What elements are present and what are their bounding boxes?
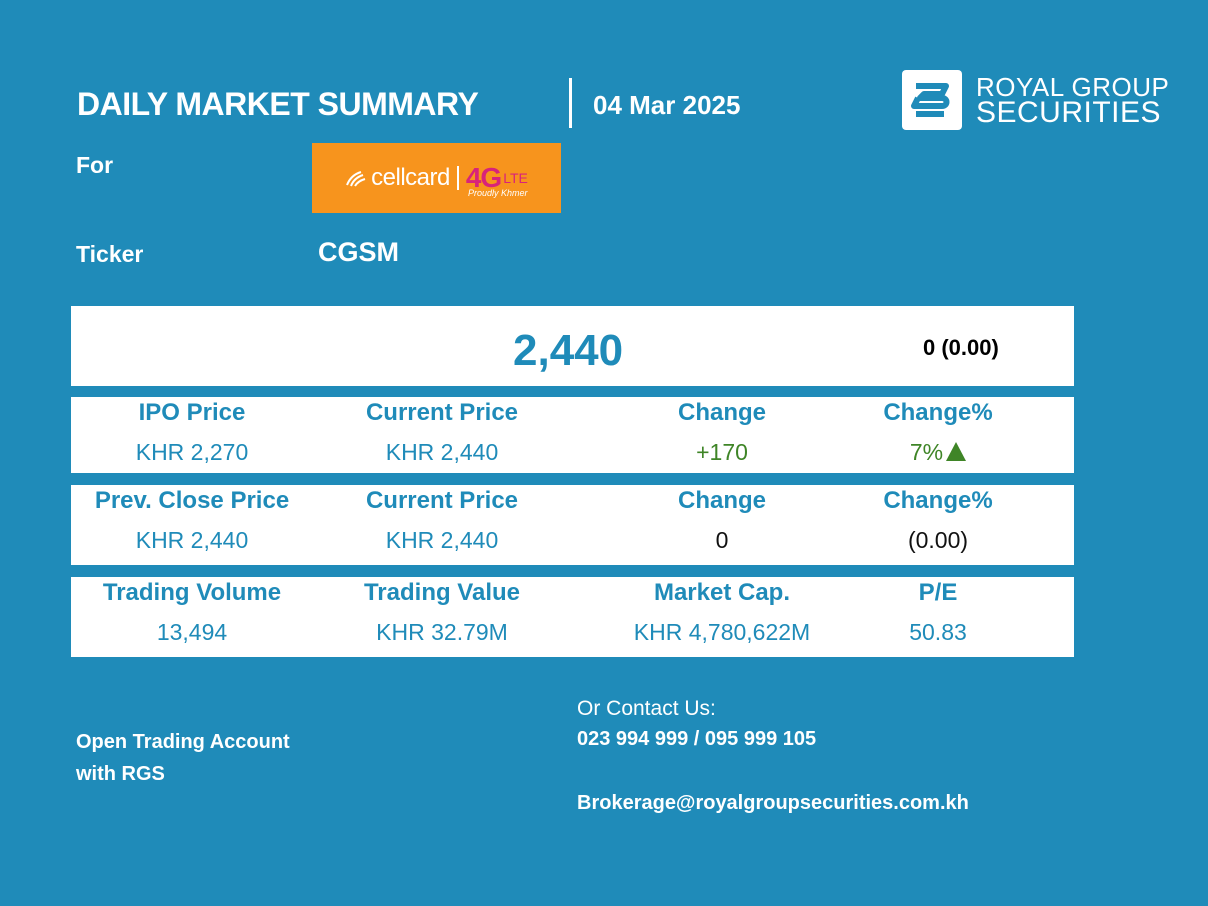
table-header: Current Price <box>365 399 519 426</box>
table-cell: KHR 2,440 <box>385 439 499 465</box>
open-account-line-2: with RGS <box>76 763 165 785</box>
table-header: Prev. Close Price <box>94 487 290 514</box>
report-date: 04 Mar 2025 <box>593 90 741 120</box>
up-arrow-icon <box>946 442 967 461</box>
contact-email: Brokerage@royalgroupsecurities.com.kh <box>577 792 969 814</box>
table-cell: (0.00) <box>907 527 969 553</box>
table-header: Change% <box>883 399 993 426</box>
page-title: DAILY MARKET SUMMARY <box>77 86 479 122</box>
trading-stats-table: Trading Volume Trading Value Market Cap.… <box>71 577 1074 657</box>
table-header: Change <box>677 487 766 514</box>
signal-wave-icon <box>346 171 366 187</box>
company-logo-lte: LTE <box>503 170 528 186</box>
change-percent-cell: 7% <box>808 439 1068 466</box>
contact-phones: 023 994 999 / 095 999 105 <box>577 728 817 750</box>
open-account-line-1: Open Trading Account <box>76 731 290 753</box>
table-cell: 13,494 <box>156 619 228 645</box>
table-cell: KHR 32.79M <box>376 619 508 645</box>
table-cell: KHR 2,270 <box>135 439 249 465</box>
table-cell: 50.83 <box>909 619 967 645</box>
table-cell: 0 <box>715 527 729 553</box>
table-header: Current Price <box>365 487 519 514</box>
rgs-logo-icon <box>902 70 962 130</box>
company-logo-name: cellcard <box>371 164 450 191</box>
current-price-big: 2,440 <box>513 326 624 375</box>
brand-line-1: ROYAL GROUP <box>976 72 1170 102</box>
prev-close-table: Prev. Close Price Current Price Change C… <box>71 485 1074 565</box>
table-header: Change% <box>883 487 993 514</box>
contact-heading: Or Contact Us: <box>577 697 716 720</box>
price-change: 0 (0.00) <box>923 335 999 360</box>
table-header: Trading Volume <box>102 579 282 606</box>
ipo-comparison-table: IPO Price Current Price Change Change% K… <box>71 397 1074 473</box>
company-logo: cellcard 4G LTE Proudly Khmer <box>312 143 561 213</box>
table-header: Trading Value <box>363 579 521 606</box>
table-cell: KHR 2,440 <box>385 527 499 553</box>
table-header: P/E <box>918 579 958 606</box>
table-cell: KHR 2,440 <box>135 527 249 553</box>
table-header: IPO Price <box>138 399 246 426</box>
brand-line-2: SECURITIES <box>976 96 1162 129</box>
header-divider <box>569 78 572 128</box>
for-label: For <box>76 152 114 178</box>
table-cell: 7% <box>909 439 944 465</box>
ticker-value: CGSM <box>318 237 399 267</box>
company-logo-tagline: Proudly Khmer <box>468 188 528 198</box>
company-logo-separator <box>456 166 459 190</box>
table-cell: KHR 4,780,622M <box>633 619 811 645</box>
company-logo-4g: 4G <box>465 162 502 193</box>
table-header: Change <box>677 399 766 426</box>
rgs-logo: ROYAL GROUP SECURITIES <box>902 70 1169 130</box>
open-account-cta: Open Trading Account with RGS <box>76 726 290 790</box>
table-cell: +170 <box>696 439 748 465</box>
table-header: Market Cap. <box>653 579 791 606</box>
ticker-label: Ticker <box>76 241 144 267</box>
price-panel: 2,440 0 (0.00) <box>71 306 1074 386</box>
